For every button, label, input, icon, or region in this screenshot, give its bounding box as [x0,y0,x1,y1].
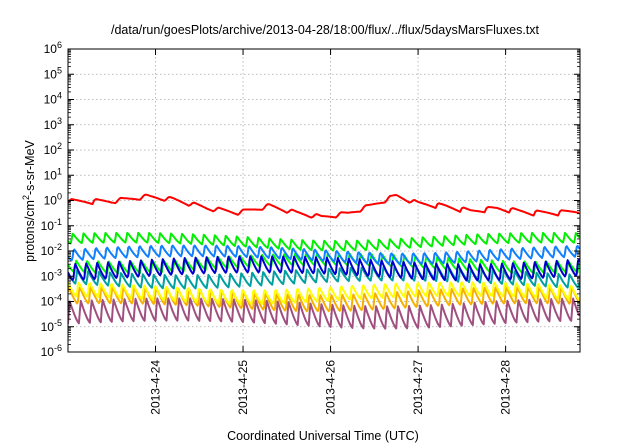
y-axis-label-base: protons/cm [23,200,37,262]
chart-title: /data/run/goesPlots/archive/2013-04-28/1… [111,23,540,37]
x-tick-label: 2013-4-26 [324,360,338,415]
series-line [68,286,580,313]
y-tick-label: 10-3 [41,267,62,283]
y-tick-label: 10-6 [41,343,62,359]
series-line [68,244,580,266]
x-tick-label: 2013-4-27 [411,360,425,415]
y-tick-label: 10-1 [41,217,62,233]
x-axis-ticks: 2013-4-24 2013-4-25 2013-4-26 2013-4-27 2013… [149,49,513,415]
y-axis-label: protons/cm2-s-sr-MeV [21,139,37,261]
series-line [68,255,580,282]
series-lines [68,193,580,330]
y-tick-label: 101 [44,166,62,182]
x-tick-label: 2013-4-25 [236,360,250,415]
x-tick-label: 2013-4-28 [499,360,513,415]
series-line [68,281,580,305]
y-tick-label: 10-2 [41,242,62,258]
y-tick-label: 105 [44,65,62,81]
y-tick-label: 10-5 [41,318,62,334]
y-tick-label: 106 [44,40,62,56]
series-line [68,193,580,219]
y-tick-label: 100 [44,192,62,208]
y-tick-label: 103 [44,116,62,132]
x-tick-label: 2013-4-24 [149,360,163,415]
y-tick-label: 104 [44,91,62,107]
series-line [68,297,580,330]
y-axis-label-tail: -s-sr-MeV [23,139,37,195]
y-axis-ticks: 10-6 10-5 10-4 10-3 10-2 10-1 100 101 102 103 104 1… [41,40,580,359]
series-line [68,231,580,252]
y-tick-label: 102 [44,141,62,157]
y-axis-label-sup: 2 [21,195,31,200]
x-axis-label: Coordinated Universal Time (UTC) [227,429,419,443]
y-tick-label: 10-4 [41,293,62,309]
